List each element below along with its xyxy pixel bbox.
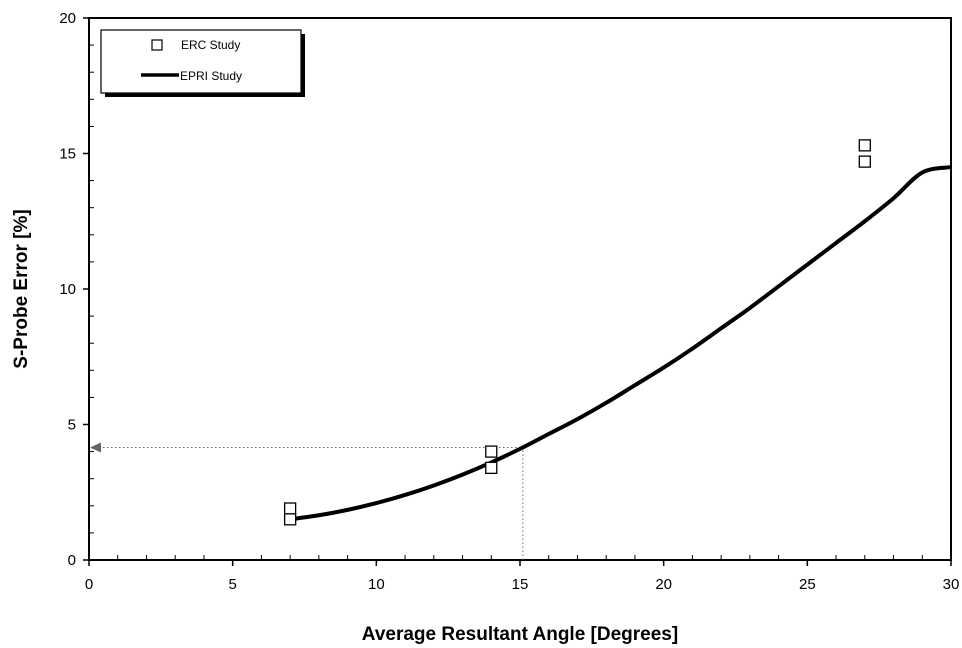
data-point-erc — [485, 445, 498, 458]
legend-box — [100, 29, 302, 94]
annotation-layer — [90, 442, 524, 560]
y-tick-label: 10 — [59, 281, 76, 298]
data-point-erc — [485, 461, 498, 475]
y-tick-label: 5 — [68, 417, 76, 434]
tick-labels: 0 5 10 15 20 25 30 0 5 10 15 20 — [59, 10, 959, 593]
data-point-erc — [858, 155, 871, 168]
major-ticks — [83, 17, 952, 566]
plot-area — [88, 17, 952, 561]
minor-ticks — [89, 44, 923, 560]
x-tick-label: 15 — [512, 576, 529, 593]
x-tick-label: 10 — [368, 576, 385, 593]
x-tick-label: 20 — [655, 576, 672, 593]
legend: ERC Study EPRI Study — [100, 29, 305, 97]
reference-arrowhead — [90, 442, 101, 453]
data-point-erc — [858, 139, 871, 152]
x-tick-label: 25 — [799, 576, 816, 593]
legend-marker-erc — [151, 39, 163, 51]
x-tick-label: 5 — [228, 576, 236, 593]
data-point-erc — [283, 513, 297, 526]
legend-label-epri: EPRI Study — [180, 69, 242, 83]
y-tick-label: 15 — [59, 146, 76, 163]
legend-label-erc: ERC Study — [181, 38, 240, 52]
series-layer — [283, 139, 952, 526]
data-point-erc — [283, 502, 297, 515]
x-tick-label: 30 — [943, 576, 960, 593]
x-tick-label: 0 — [85, 576, 93, 593]
y-axis-title: S-Probe Error [%] — [11, 209, 32, 368]
series-line-epri — [289, 165, 952, 522]
x-axis-title: Average Resultant Angle [Degrees] — [362, 624, 678, 645]
y-tick-label: 20 — [59, 10, 76, 27]
y-tick-label: 0 — [68, 552, 76, 569]
